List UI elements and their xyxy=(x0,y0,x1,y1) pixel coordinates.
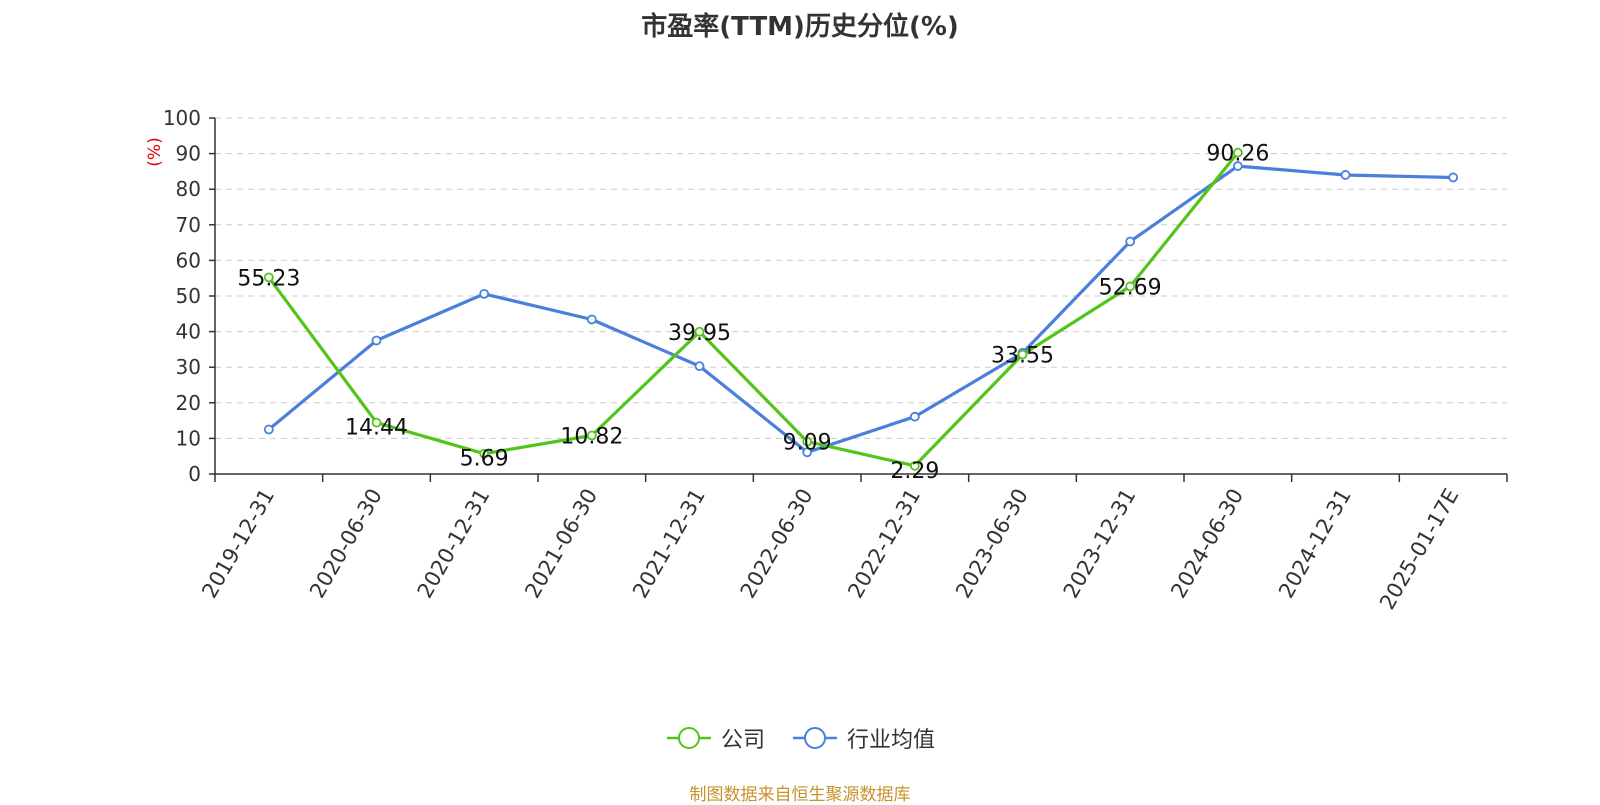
y-tick-label: 0 xyxy=(188,462,201,486)
y-tick-label: 100 xyxy=(163,106,201,130)
data-point xyxy=(1448,172,1459,183)
data-label: 52.69 xyxy=(1099,275,1162,300)
series-line-0 xyxy=(267,151,1240,468)
data-point xyxy=(1125,281,1136,292)
data-point xyxy=(1232,147,1243,158)
data-label: 10.82 xyxy=(560,424,623,449)
y-tick-label: 10 xyxy=(176,426,201,450)
y-tick-label: 30 xyxy=(176,355,201,379)
x-tick-label: 2024-12-31 xyxy=(1274,485,1356,603)
data-point xyxy=(479,448,490,459)
data-point xyxy=(1340,170,1351,180)
data-label: 2.29 xyxy=(890,459,939,484)
x-tick-label: 2022-06-30 xyxy=(736,485,818,603)
data-point xyxy=(479,288,490,299)
x-tick-label: 2023-06-30 xyxy=(951,485,1033,603)
data-label: 55.23 xyxy=(237,266,300,291)
y-tick-label: 40 xyxy=(176,320,201,344)
data-label: 33.55 xyxy=(991,344,1054,369)
data-point xyxy=(909,411,920,422)
x-tick-label: 2023-12-31 xyxy=(1059,485,1141,603)
data-point xyxy=(1125,236,1136,247)
data-point xyxy=(694,326,705,337)
data-point xyxy=(1232,161,1243,171)
data-point xyxy=(909,460,920,471)
legend-item[interactable]: 公司 xyxy=(665,722,765,754)
chart-title: 市盈率(TTM)历史分位(%) xyxy=(641,12,959,42)
data-point xyxy=(802,447,813,458)
data-label: 14.44 xyxy=(345,416,408,441)
y-tick-label: 60 xyxy=(176,248,201,272)
data-label: 5.69 xyxy=(460,447,509,472)
y-tick-label: 90 xyxy=(176,142,201,166)
x-tick-label: 2024-06-30 xyxy=(1166,485,1248,603)
x-tick-label: 2022-12-31 xyxy=(843,484,925,602)
x-tick-label: 2025-01-17E xyxy=(1375,485,1463,614)
data-point xyxy=(694,361,705,372)
legend-label: 行业均值 xyxy=(847,728,936,753)
data-point xyxy=(586,430,597,441)
legend-item[interactable]: 行业均值 xyxy=(791,722,935,754)
y-tick-label: 20 xyxy=(176,391,201,415)
data-point xyxy=(371,417,382,428)
data-point xyxy=(263,272,274,283)
legend-label: 公司 xyxy=(720,728,765,753)
data-point xyxy=(586,314,597,325)
data-point xyxy=(802,436,813,447)
y-tick-label: 70 xyxy=(176,213,201,237)
x-tick-label: 2021-06-30 xyxy=(520,485,602,603)
x-tick-label: 2020-12-31 xyxy=(413,484,495,602)
data-label: 39.95 xyxy=(668,321,731,346)
legend: 公司 行业均值 xyxy=(0,722,1600,754)
legend-marker-icon xyxy=(793,727,837,749)
y-tick-label: 50 xyxy=(176,284,201,308)
data-point xyxy=(371,335,382,346)
data-point xyxy=(1017,349,1028,360)
series-line-1 xyxy=(267,164,1454,454)
data-point xyxy=(263,424,274,435)
x-tick-label: 2021-12-31 xyxy=(628,485,710,603)
y-axis-label: (%) xyxy=(145,137,165,166)
x-tick-label: 2019-12-31 xyxy=(197,485,279,603)
data-label: 90.26 xyxy=(1206,142,1269,167)
y-tick-label: 80 xyxy=(176,177,201,201)
legend-marker-icon xyxy=(666,727,711,749)
source-note: 制图数据来自恒生聚源数据库 xyxy=(689,785,911,805)
x-tick-label: 2020-06-30 xyxy=(305,485,387,603)
data-label: 9.09 xyxy=(783,431,832,456)
